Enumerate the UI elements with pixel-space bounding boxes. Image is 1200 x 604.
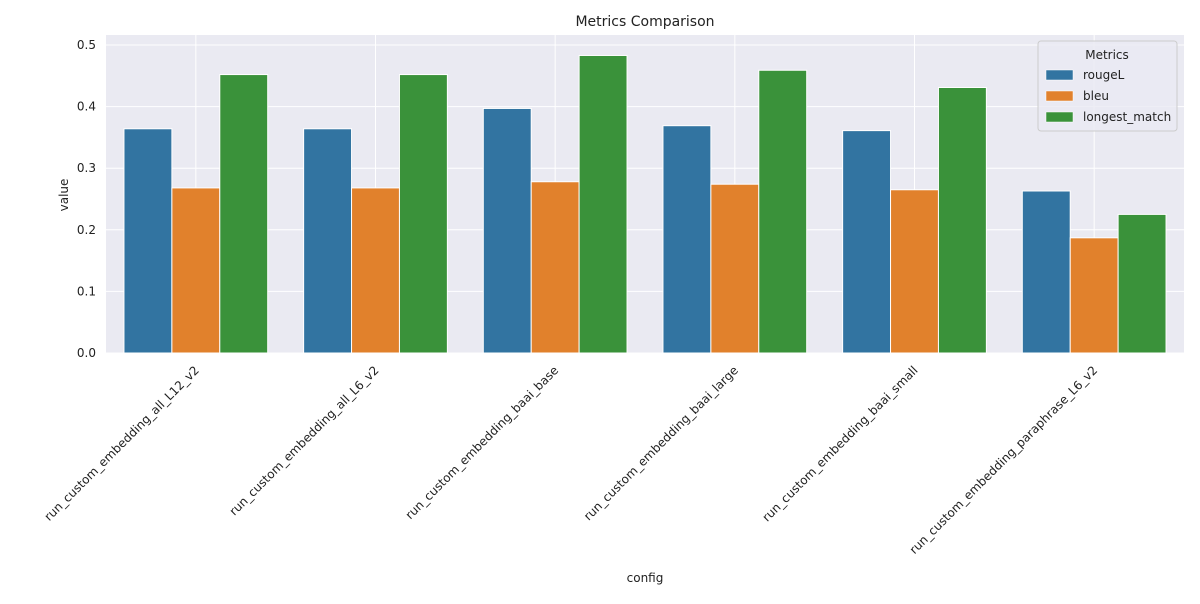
bar-longest-match [578, 54, 628, 354]
bar-longest-match [1117, 213, 1167, 354]
plot-background [106, 35, 1184, 353]
x-tick-label: run_custom_embedding_all_L6_v2 [227, 363, 382, 518]
bar-rougeL [662, 125, 712, 354]
x-tick-label: run_custom_embedding_baai_base [403, 363, 562, 522]
legend-entry-label: bleu [1083, 89, 1109, 103]
legend: Metrics rougeL bleu longest_match [1037, 40, 1178, 132]
bar-rougeL [123, 128, 173, 354]
chart-title: Metrics Comparison [575, 14, 714, 30]
legend-swatch [1045, 111, 1074, 123]
x-tick-label: run_custom_embedding_baai_small [760, 363, 921, 524]
bar-rougeL [1021, 190, 1071, 354]
bar-rougeL [303, 128, 353, 354]
x-tick-label: run_custom_embedding_paraphrase_L6_v2 [907, 363, 1101, 557]
x-axis-label: config [627, 571, 664, 585]
bar-bleu [1069, 237, 1119, 354]
legend-swatch [1045, 69, 1074, 81]
y-tick-label: 0.2 [77, 223, 96, 237]
x-tick-label: run_custom_embedding_baai_large [581, 363, 741, 523]
y-axis-label: value [57, 179, 71, 212]
bar-bleu [171, 187, 221, 354]
legend-entry-label: rougeL [1083, 68, 1125, 82]
bar-longest-match [398, 74, 448, 354]
bar-bleu [890, 189, 939, 354]
legend-box [1037, 40, 1178, 132]
y-tick-label: 0.1 [77, 284, 96, 298]
x-ticks: run_custom_embedding_all_L12_v2 run_custo… [41, 363, 1100, 557]
y-tick-label: 0.0 [77, 346, 96, 360]
bar-longest-match [937, 87, 987, 354]
y-ticks: 0.0 0.1 0.2 0.3 0.4 0.5 [77, 38, 96, 360]
bar-bleu [351, 187, 400, 354]
legend-entry-label: longest_match [1083, 110, 1171, 124]
y-tick-label: 0.4 [77, 100, 96, 114]
legend-title: Metrics [1085, 48, 1129, 62]
bar-bleu [530, 181, 580, 354]
x-tick-label: run_custom_embedding_all_L12_v2 [41, 363, 201, 523]
legend-swatch [1045, 90, 1074, 102]
bar-rougeL [842, 130, 892, 354]
y-tick-label: 0.3 [77, 161, 96, 175]
bar-bleu [710, 183, 760, 354]
bar-longest-match [758, 69, 808, 354]
bar-longest-match [219, 74, 269, 354]
y-tick-label: 0.5 [77, 38, 96, 52]
bars-group [123, 54, 1167, 354]
bar-rougeL [482, 107, 532, 354]
